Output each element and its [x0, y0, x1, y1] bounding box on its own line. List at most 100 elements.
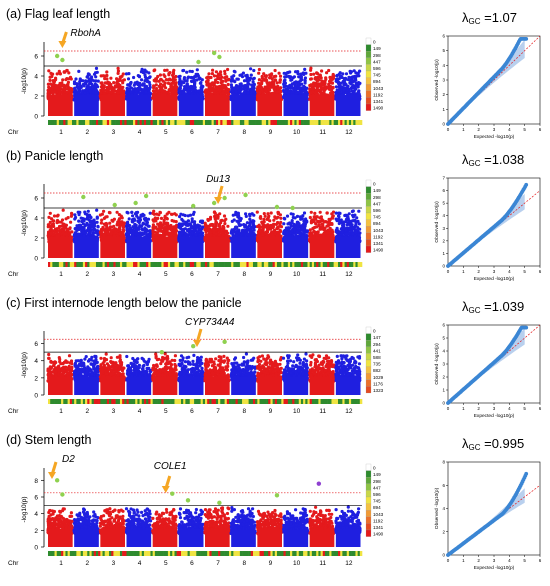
chromosome-label: 3: [112, 560, 116, 567]
density-legend-label: 1341: [373, 99, 384, 104]
chr-base-band: [179, 237, 204, 258]
chr-base-band: [100, 377, 125, 395]
chromosome-label: 10: [293, 271, 301, 278]
y-tick-label: 2: [34, 94, 38, 101]
chr-base-band: [336, 237, 361, 258]
qq-x-axis-label: Expected -log10(p): [474, 276, 515, 282]
chr-10-snp-cloud: [282, 507, 309, 547]
lambda-subscript: GC: [469, 306, 481, 315]
highlighted-point: [243, 193, 247, 197]
qq-y-tick-label: 6: [442, 34, 445, 39]
lambda-subscript: GC: [469, 159, 481, 168]
chr-base-band: [127, 95, 152, 116]
y-tick-label: 6: [34, 341, 38, 348]
density-legend-label: 1341: [373, 241, 384, 246]
qq-x-tick-label: 1: [462, 406, 465, 411]
chromosome-label: 10: [293, 560, 301, 567]
chr-11-snp-cloud: [308, 506, 335, 547]
chr-base-band: [100, 95, 125, 116]
density-legend-swatch: [366, 477, 371, 484]
chr-base-band: [74, 237, 99, 258]
chr-base-band: [310, 95, 335, 116]
chr-5-snp-cloud: [151, 352, 178, 395]
density-legend-label: 1192: [373, 518, 383, 523]
highlighted-point: [160, 350, 164, 354]
density-legend-label: 447: [373, 485, 381, 490]
qq-points: [446, 37, 528, 126]
density-legend-label: 745: [373, 215, 381, 220]
chr-6-snp-cloud: [177, 211, 204, 258]
highlighted-point: [275, 205, 279, 209]
chr-8-snp-cloud: [230, 506, 257, 547]
chr-base-band: [231, 95, 256, 116]
chr-2-snp-cloud: [73, 355, 100, 395]
chromosome-label: 12: [345, 271, 353, 278]
chromosome-label: 9: [269, 129, 273, 136]
highlighted-point: [317, 481, 321, 485]
panel-title-text: First internode length below the panicle: [24, 296, 242, 310]
y-tick-label: 2: [34, 236, 38, 243]
density-legend-swatch: [366, 51, 371, 58]
density-legend-swatch: [366, 373, 371, 380]
chromosome-label: 11: [319, 129, 326, 136]
density-legend-swatch: [366, 484, 371, 491]
qq-x-tick-label: 6: [539, 406, 542, 411]
chr-base-band: [284, 377, 309, 395]
y-axis-label: -log10(p): [21, 68, 28, 94]
qq-x-tick-label: 2: [477, 406, 480, 411]
x-axis-label: Chr: [8, 271, 19, 278]
highlighted-point: [196, 60, 200, 64]
density-legend-swatch: [366, 71, 371, 78]
lambda-value: =0.995: [481, 436, 525, 451]
qq-x-tick-label: 3: [493, 127, 496, 132]
chr-5-snp-cloud: [151, 508, 178, 547]
density-legend-swatch: [366, 104, 371, 111]
qq-x-tick-label: 3: [493, 558, 496, 563]
density-legend-swatch: [366, 233, 371, 240]
chromosome-label: 7: [216, 560, 220, 567]
density-legend-swatch: [366, 180, 371, 187]
density-legend-swatch: [366, 246, 371, 253]
density-legend-swatch: [366, 64, 371, 71]
chr-base-band: [310, 530, 335, 548]
lambda-value: =1.07: [481, 10, 518, 25]
density-legend-label: 596: [373, 66, 381, 71]
y-tick-label: 6: [34, 54, 38, 61]
density-legend-swatch: [366, 523, 371, 530]
chr-7-snp-cloud: [203, 355, 230, 395]
density-legend-label: 0: [373, 40, 376, 45]
x-axis-label: Chr: [8, 408, 19, 415]
chr-base-band: [48, 530, 73, 548]
panel-title-text: Flag leaf length: [25, 7, 111, 21]
density-legend-label: 441: [373, 348, 381, 353]
qq-y-axis-label: Observed -log10(p): [434, 487, 440, 529]
chromosome-label: 4: [138, 129, 142, 136]
qq-x-tick-label: 2: [477, 269, 480, 274]
density-legend-label: 588: [373, 355, 381, 360]
chromosome-label: 1: [59, 408, 63, 415]
chr-base-band: [179, 377, 204, 395]
highlighted-point: [60, 492, 64, 496]
chr-base-band: [48, 95, 73, 116]
density-legend-label: 149: [373, 46, 381, 51]
chromosome-label: 2: [85, 408, 89, 415]
density-legend-swatch: [366, 464, 371, 471]
qq-y-tick-label: 1: [442, 251, 445, 256]
density-legend-swatch: [366, 193, 371, 200]
density-legend-label: 1176: [373, 381, 383, 386]
chr-base-band: [336, 377, 361, 395]
chr-2-snp-cloud: [73, 209, 100, 258]
chr-8-snp-cloud: [230, 67, 257, 116]
qq-y-axis-label: Observed -log10(p): [434, 201, 440, 243]
highlighted-point: [222, 196, 226, 200]
density-legend-swatch: [366, 45, 371, 52]
qq-point: [524, 326, 528, 330]
qq-y-tick-label: 6: [442, 323, 445, 328]
chr-6-snp-cloud: [177, 68, 204, 116]
y-axis-label: -log10(p): [21, 496, 28, 522]
chromosome-label: 5: [164, 129, 168, 136]
chr-base-band: [48, 377, 73, 395]
density-legend-label: 894: [373, 79, 381, 84]
